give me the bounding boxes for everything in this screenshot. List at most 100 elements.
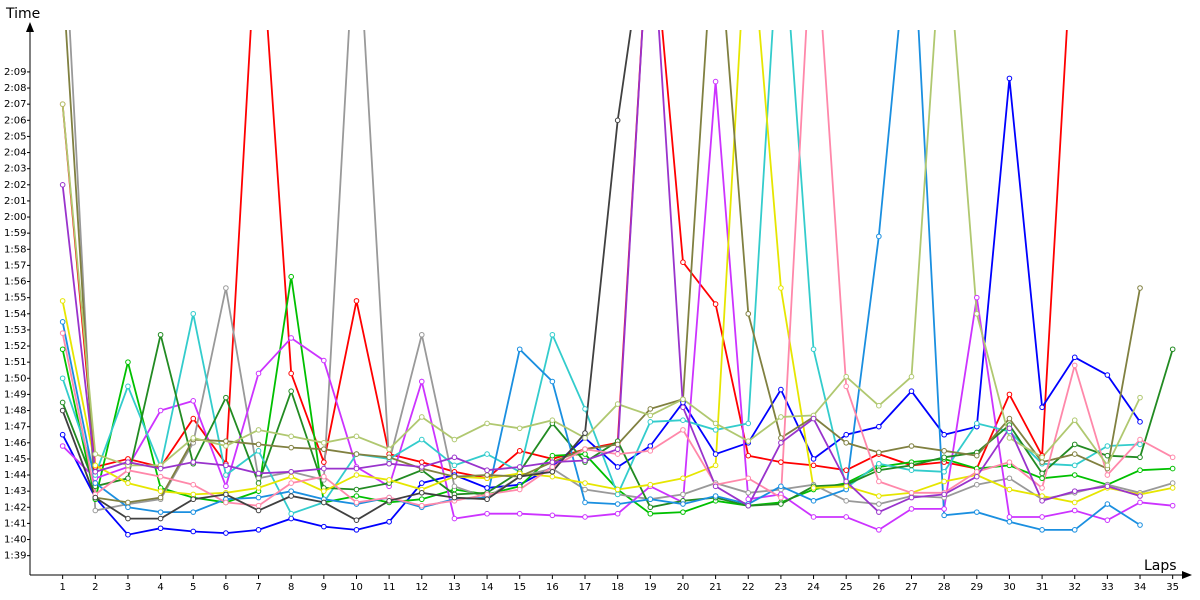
lap-point (712, 462, 719, 469)
lap-point (778, 435, 784, 441)
lap-point (255, 370, 262, 377)
lap-point (647, 419, 654, 425)
lap-point (157, 509, 164, 515)
series-line (65, 30, 1141, 504)
x-tick-label: 29 (970, 582, 983, 593)
lap-point (582, 406, 588, 412)
lap-point (843, 431, 849, 438)
lap-point (1104, 501, 1111, 507)
lap-point (1137, 499, 1143, 506)
lap-point (255, 507, 262, 514)
lap-point (386, 460, 392, 467)
lap-point (745, 502, 752, 509)
lap-point (680, 396, 686, 403)
lap-point (321, 523, 327, 530)
lap-point (516, 486, 523, 493)
lap-point (386, 518, 392, 525)
lap-point (1006, 514, 1013, 520)
y-tick-label: 1:54 (4, 309, 26, 320)
lap-point (647, 504, 654, 511)
lap-point (1104, 483, 1111, 490)
lap-point (255, 475, 262, 482)
lap-point (941, 512, 947, 519)
lap-point (92, 480, 99, 486)
lap-point (516, 464, 523, 470)
lap-point (1071, 441, 1078, 448)
lap-point (321, 499, 327, 506)
lap-point (680, 501, 686, 507)
lap-point (157, 465, 164, 472)
lap-point (1169, 454, 1176, 461)
lap-point (549, 378, 556, 385)
lap-point (1039, 498, 1045, 504)
x-tick-label: 12 (415, 582, 428, 593)
lap-point (1006, 486, 1013, 493)
lap-point (418, 414, 425, 420)
lap-point (1039, 514, 1045, 520)
lap-point (418, 464, 425, 470)
lap-point (223, 499, 229, 506)
lap-point (712, 301, 719, 307)
lap-point (92, 451, 99, 457)
lap-point (59, 431, 66, 438)
lap-point (353, 298, 360, 304)
lap-point (1039, 527, 1045, 533)
lap-point (1039, 470, 1045, 477)
lap-point (1137, 285, 1143, 291)
lap-point (255, 441, 262, 448)
lap-point (712, 493, 719, 499)
lap-point (1006, 75, 1013, 82)
lap-point (876, 460, 882, 467)
x-tick-label: 2 (92, 582, 98, 593)
y-tick-label: 1:59 (4, 228, 26, 239)
lap-point (484, 491, 490, 498)
lap-point (614, 446, 621, 453)
lap-point (908, 443, 915, 449)
lap-point (59, 443, 66, 449)
lap-point (614, 117, 621, 124)
x-tick-label: 20 (677, 582, 690, 593)
lap-point (516, 346, 523, 353)
lap-point (125, 504, 131, 511)
lap-point (1169, 346, 1176, 353)
lap-point (484, 510, 490, 517)
lap-point (778, 459, 784, 465)
lap-point (1006, 391, 1013, 398)
lap-point (810, 346, 817, 353)
y-tick-label: 1:47 (4, 422, 26, 433)
lap-point (451, 454, 458, 461)
lap-point (353, 493, 360, 499)
x-tick-label: 5 (190, 582, 196, 593)
lap-point (353, 527, 360, 533)
lap-point (908, 494, 915, 501)
y-tick-label: 1:57 (4, 260, 26, 271)
lap-point (908, 506, 915, 512)
lap-point (190, 509, 197, 515)
lap-point (778, 414, 784, 420)
lap-point (321, 446, 327, 453)
y-tick-label: 1:43 (4, 486, 26, 497)
lap-point (484, 472, 490, 478)
y-tick-label: 2:02 (4, 180, 26, 191)
lap-point (908, 388, 915, 394)
lap-point (810, 498, 817, 504)
lap-point (288, 473, 294, 480)
lap-point (190, 398, 197, 404)
lap-point (810, 485, 817, 491)
x-tick-label: 24 (807, 582, 820, 593)
lap-point (582, 435, 588, 441)
lap-point (549, 331, 556, 338)
lap-point (973, 469, 980, 475)
lap-point (680, 475, 686, 482)
lap-point (941, 506, 947, 512)
x-tick-label: 28 (938, 582, 951, 593)
lap-point (1071, 499, 1078, 506)
lap-point (223, 462, 229, 469)
lap-point (1104, 372, 1111, 378)
lap-point (1071, 354, 1078, 361)
x-tick-label: 22 (742, 582, 755, 593)
lap-point (484, 451, 490, 457)
lap-point (59, 181, 66, 188)
lap-point (223, 285, 229, 291)
lap-point (973, 473, 980, 480)
